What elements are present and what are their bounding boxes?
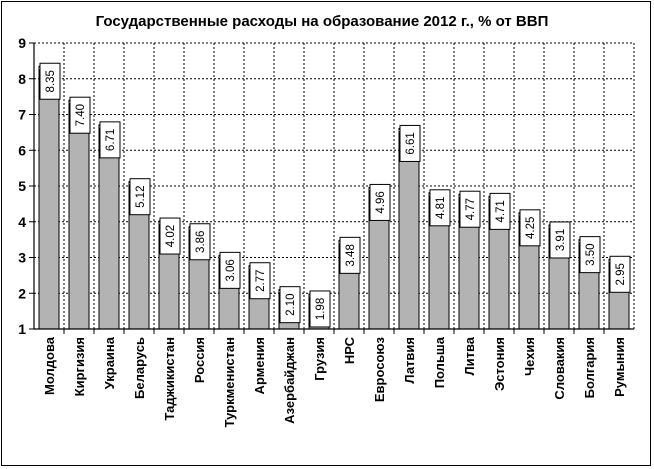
value-label-box bbox=[129, 178, 151, 216]
category-label: Киргизия bbox=[72, 337, 87, 396]
category-label: Евросоюз bbox=[372, 336, 387, 402]
y-tick-label: 1 bbox=[18, 321, 26, 337]
value-label: 4.81 bbox=[435, 197, 447, 219]
value-label-box bbox=[159, 217, 181, 255]
value-label-box bbox=[489, 192, 511, 230]
value-label-box bbox=[519, 209, 541, 247]
bars bbox=[38, 65, 630, 330]
value-label-box bbox=[339, 236, 361, 274]
category-label: НРС bbox=[342, 336, 357, 364]
category-labels: Молдова Киргизия Украина Беларусь Таджикиста… bbox=[42, 336, 627, 427]
category-label: Латвия bbox=[402, 337, 417, 384]
category-label: Эстония bbox=[492, 337, 507, 391]
value-label: 4.71 bbox=[495, 200, 507, 222]
y-tick-label: 6 bbox=[18, 142, 26, 158]
category-label: Россия bbox=[192, 337, 207, 383]
value-label-box bbox=[279, 286, 301, 324]
category-label: Чехия bbox=[522, 337, 537, 376]
bar bbox=[38, 65, 60, 330]
bar bbox=[68, 99, 90, 330]
value-label: 6.71 bbox=[105, 129, 117, 151]
value-label-box bbox=[99, 121, 121, 159]
y-tick-label: 3 bbox=[18, 250, 26, 266]
category-label: Беларусь bbox=[132, 337, 147, 399]
value-label: 3.50 bbox=[585, 243, 597, 265]
category-label: Польша bbox=[432, 336, 447, 388]
value-label: 6.61 bbox=[405, 132, 417, 154]
value-label-box bbox=[429, 189, 451, 227]
value-label: 3.06 bbox=[225, 259, 237, 281]
y-tick-label: 2 bbox=[18, 285, 26, 301]
value-label-box bbox=[579, 236, 601, 274]
axes bbox=[33, 43, 635, 330]
y-tick-label: 4 bbox=[18, 214, 26, 230]
value-label: 4.02 bbox=[165, 225, 177, 247]
value-label-box bbox=[309, 290, 331, 328]
value-label: 7.40 bbox=[75, 104, 87, 126]
value-label-box bbox=[609, 255, 631, 293]
value-label-box bbox=[549, 221, 571, 259]
value-label: 2.77 bbox=[255, 270, 267, 292]
value-label-box bbox=[219, 251, 241, 289]
value-label-box bbox=[459, 190, 481, 228]
value-label: 3.91 bbox=[555, 229, 567, 251]
value-label: 1.98 bbox=[315, 298, 327, 320]
category-label: Грузия bbox=[312, 337, 327, 381]
value-label: 4.77 bbox=[465, 198, 477, 220]
category-label: Молдова bbox=[42, 336, 57, 395]
chart-title: Государственные расходы на образование 2… bbox=[96, 13, 549, 30]
y-tick-label: 8 bbox=[18, 71, 26, 87]
value-label: 3.48 bbox=[345, 244, 357, 266]
value-label: 2.10 bbox=[285, 293, 297, 315]
y-tick-label: 9 bbox=[18, 35, 26, 51]
value-label: 8.35 bbox=[45, 70, 57, 92]
category-label: Таджикистан bbox=[162, 337, 177, 420]
category-label: Словакия bbox=[552, 337, 567, 400]
value-label: 4.96 bbox=[375, 191, 387, 213]
value-label: 5.12 bbox=[135, 186, 147, 208]
value-label-box bbox=[399, 124, 421, 162]
value-labels: 8.35 7.40 6.71 5.12 4.02 3.86 3.06 2.77 2.10 1.98… bbox=[39, 62, 631, 328]
value-label: 3.86 bbox=[195, 231, 207, 253]
category-label: Румыния bbox=[612, 337, 627, 397]
value-label-box bbox=[249, 262, 271, 300]
y-tick-label: 7 bbox=[18, 107, 26, 123]
grid-lines bbox=[29, 42, 634, 334]
category-label: Туркменистан bbox=[222, 337, 237, 427]
y-tick-label: 5 bbox=[18, 178, 26, 194]
value-label: 2.95 bbox=[615, 263, 627, 285]
category-label: Азербайджан bbox=[282, 337, 297, 424]
value-label: 4.25 bbox=[525, 217, 537, 239]
value-label-box bbox=[369, 183, 391, 221]
y-axis-tick-labels: 1 2 3 4 5 6 7 8 9 bbox=[18, 35, 26, 337]
value-label-box bbox=[69, 96, 91, 134]
value-label-box bbox=[189, 223, 211, 261]
category-label: Литва bbox=[462, 336, 477, 375]
category-label: Болгария bbox=[582, 337, 597, 398]
value-label-box bbox=[39, 62, 61, 100]
category-label: Украина bbox=[102, 336, 117, 389]
category-label: Армения bbox=[252, 337, 267, 394]
